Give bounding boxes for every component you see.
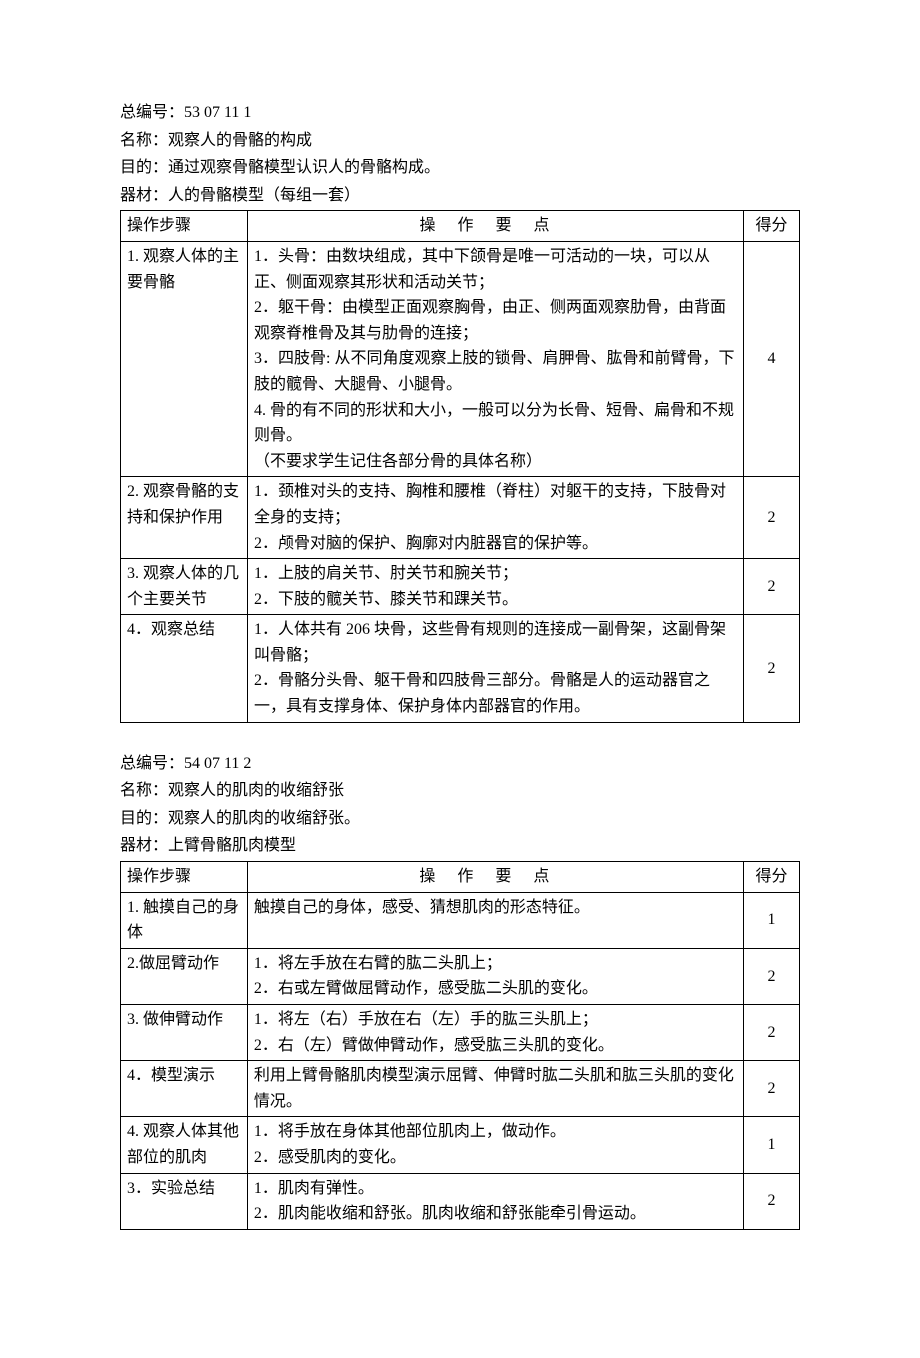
name-value: 观察人的骨骼的构成 [168, 132, 312, 149]
serial-value: 53 07 11 1 [184, 104, 251, 121]
cell-step: 2.做屈臂动作 [121, 948, 248, 1004]
experiment-section-1: 总编号：53 07 11 1 名称：观察人的骨骼的构成 目的：通过观察骨骼模型认… [120, 100, 800, 723]
cell-step: 4．观察总结 [121, 615, 248, 722]
materials-value: 人的骨骼模型（每组一套） [168, 187, 360, 204]
materials-line: 器材：上臂骨骼肌肉模型 [120, 833, 800, 859]
purpose-line: 目的：通过观察骨骼模型认识人的骨骼构成。 [120, 155, 800, 181]
cell-score: 1 [743, 1117, 799, 1173]
cell-step: 3．实验总结 [121, 1173, 248, 1229]
experiment-table-1: 操作步骤 操作要点 得分 1. 观察人体的主要骨骼 1．头骨：由数块组成，其中下… [120, 210, 800, 722]
cell-points: 1．头骨：由数块组成，其中下颌骨是唯一可活动的一块，可以从正、侧面观察其形状和活… [248, 241, 744, 476]
table-row: 1. 观察人体的主要骨骼 1．头骨：由数块组成，其中下颌骨是唯一可活动的一块，可… [121, 241, 800, 476]
purpose-label: 目的： [120, 810, 168, 827]
cell-score: 2 [743, 1173, 799, 1229]
cell-score: 2 [743, 1005, 799, 1061]
cell-points: 1．将左手放在右臂的肱二头肌上；2．右或左臂做屈臂动作，感受肱二头肌的变化。 [247, 948, 743, 1004]
header-score: 得分 [743, 211, 799, 242]
cell-points: 1．颈椎对头的支持、胸椎和腰椎（脊柱）对躯干的支持，下肢骨对全身的支持；2．颅骨… [248, 477, 744, 559]
table-row: 2. 观察骨骼的支持和保护作用 1．颈椎对头的支持、胸椎和腰椎（脊柱）对躯干的支… [121, 477, 800, 559]
table-row: 4. 观察人体其他部位的肌肉 1．将手放在身体其他部位肌肉上，做动作。2．感受肌… [121, 1117, 800, 1173]
cell-points: 1．将手放在身体其他部位肌肉上，做动作。2．感受肌肉的变化。 [247, 1117, 743, 1173]
materials-line: 器材：人的骨骼模型（每组一套） [120, 183, 800, 209]
header-points: 操作要点 [248, 211, 744, 242]
cell-points: 1．上肢的肩关节、肘关节和腕关节；2．下肢的髋关节、膝关节和踝关节。 [248, 559, 744, 615]
cell-step: 4. 观察人体其他部位的肌肉 [121, 1117, 248, 1173]
cell-step: 2. 观察骨骼的支持和保护作用 [121, 477, 248, 559]
header-steps: 操作步骤 [121, 211, 248, 242]
serial-value: 54 07 11 2 [184, 755, 251, 772]
table-row: 3．实验总结 1．肌肉有弹性。2．肌肉能收缩和舒张。肌肉收缩和舒张能牵引骨运动。… [121, 1173, 800, 1229]
cell-score: 1 [743, 892, 799, 948]
materials-value: 上臂骨骼肌肉模型 [168, 837, 296, 854]
purpose-value: 观察人的肌肉的收缩舒张。 [168, 810, 360, 827]
experiment-table-2: 操作步骤 操作要点 得分 1. 触摸自己的身体 触摸自己的身体，感受、猜想肌肉的… [120, 861, 800, 1230]
experiment-section-2: 总编号：54 07 11 2 名称：观察人的肌肉的收缩舒张 目的：观察人的肌肉的… [120, 751, 800, 1230]
table-row: 1. 触摸自己的身体 触摸自己的身体，感受、猜想肌肉的形态特征。 1 [121, 892, 800, 948]
name-value: 观察人的肌肉的收缩舒张 [168, 782, 344, 799]
cell-points: 1．将左（右）手放在右（左）手的肱三头肌上；2．右（左）臂做伸臂动作，感受肱三头… [247, 1005, 743, 1061]
cell-score: 2 [743, 948, 799, 1004]
table-body-2: 1. 触摸自己的身体 触摸自己的身体，感受、猜想肌肉的形态特征。 1 2.做屈臂… [121, 892, 800, 1229]
cell-score: 2 [743, 615, 799, 722]
purpose-line: 目的：观察人的肌肉的收缩舒张。 [120, 806, 800, 832]
purpose-label: 目的： [120, 159, 168, 176]
cell-score: 2 [743, 1061, 799, 1117]
serial-label: 总编号： [120, 104, 184, 121]
cell-step: 1. 观察人体的主要骨骼 [121, 241, 248, 476]
table-row: 3. 观察人体的几个主要关节 1．上肢的肩关节、肘关节和腕关节；2．下肢的髋关节… [121, 559, 800, 615]
cell-points: 1．人体共有 206 块骨，这些骨有规则的连接成一副骨架，这副骨架叫骨骼；2．骨… [248, 615, 744, 722]
table-row: 4．观察总结 1．人体共有 206 块骨，这些骨有规则的连接成一副骨架，这副骨架… [121, 615, 800, 722]
cell-points: 1．肌肉有弹性。2．肌肉能收缩和舒张。肌肉收缩和舒张能牵引骨运动。 [247, 1173, 743, 1229]
table-row: 2.做屈臂动作 1．将左手放在右臂的肱二头肌上；2．右或左臂做屈臂动作，感受肱二… [121, 948, 800, 1004]
cell-step: 3. 做伸臂动作 [121, 1005, 248, 1061]
header-points: 操作要点 [247, 862, 743, 893]
purpose-value: 通过观察骨骼模型认识人的骨骼构成。 [168, 159, 440, 176]
table-header-row: 操作步骤 操作要点 得分 [121, 211, 800, 242]
materials-label: 器材： [120, 187, 168, 204]
table-row: 4．模型演示 利用上臂骨骼肌肉模型演示屈臂、伸臂时肱二头肌和肱三头肌的变化情况。… [121, 1061, 800, 1117]
serial-line: 总编号：54 07 11 2 [120, 751, 800, 777]
name-label: 名称： [120, 782, 168, 799]
cell-step: 4．模型演示 [121, 1061, 248, 1117]
name-line: 名称：观察人的肌肉的收缩舒张 [120, 778, 800, 804]
cell-points: 触摸自己的身体，感受、猜想肌肉的形态特征。 [247, 892, 743, 948]
cell-step: 1. 触摸自己的身体 [121, 892, 248, 948]
materials-label: 器材： [120, 837, 168, 854]
name-line: 名称：观察人的骨骼的构成 [120, 128, 800, 154]
serial-label: 总编号： [120, 755, 184, 772]
cell-score: 4 [743, 241, 799, 476]
header-steps: 操作步骤 [121, 862, 248, 893]
cell-score: 2 [743, 559, 799, 615]
name-label: 名称： [120, 132, 168, 149]
header-score: 得分 [743, 862, 799, 893]
cell-step: 3. 观察人体的几个主要关节 [121, 559, 248, 615]
cell-score: 2 [743, 477, 799, 559]
cell-points: 利用上臂骨骼肌肉模型演示屈臂、伸臂时肱二头肌和肱三头肌的变化情况。 [247, 1061, 743, 1117]
table-row: 3. 做伸臂动作 1．将左（右）手放在右（左）手的肱三头肌上；2．右（左）臂做伸… [121, 1005, 800, 1061]
table-body-1: 1. 观察人体的主要骨骼 1．头骨：由数块组成，其中下颌骨是唯一可活动的一块，可… [121, 241, 800, 722]
table-header-row: 操作步骤 操作要点 得分 [121, 862, 800, 893]
serial-line: 总编号：53 07 11 1 [120, 100, 800, 126]
